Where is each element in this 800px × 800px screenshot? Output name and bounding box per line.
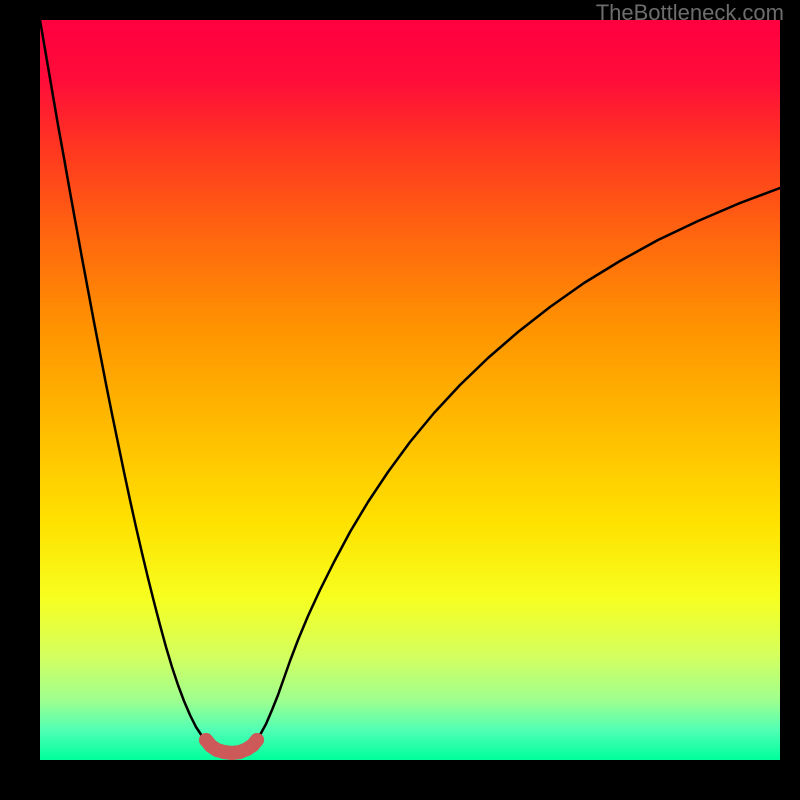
chart-stage: TheBottleneck.com [0,0,800,800]
chart-gradient-background [40,20,780,760]
